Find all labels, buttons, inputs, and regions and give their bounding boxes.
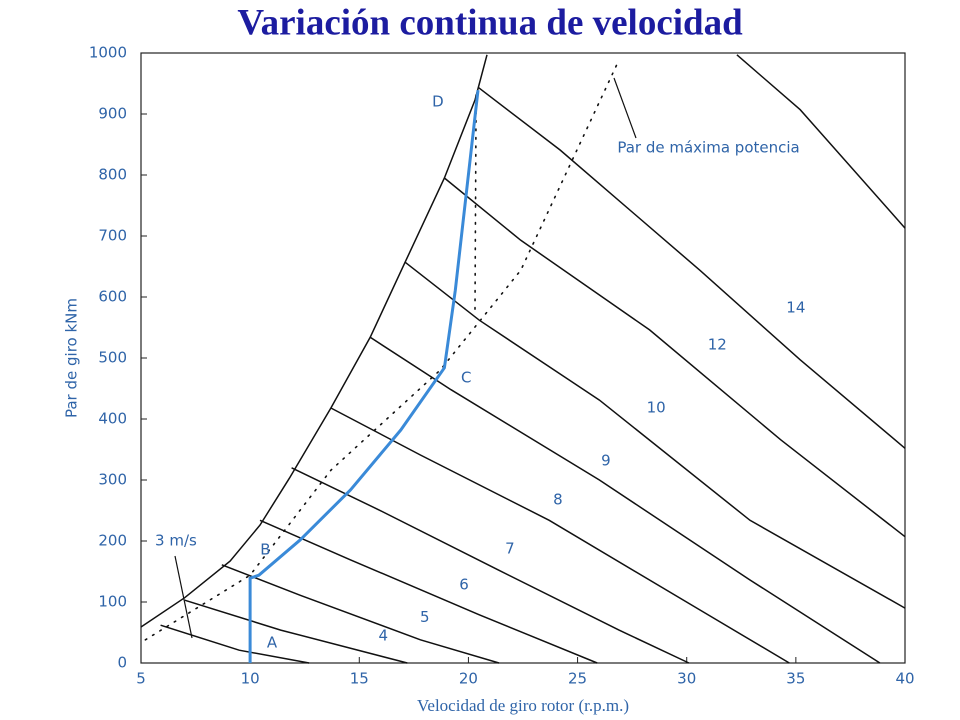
annotation: 5 (420, 608, 430, 626)
y-tick-label: 1000 (89, 44, 127, 62)
annotation: 9 (601, 452, 611, 470)
annotation: C (461, 369, 471, 387)
series-line (259, 519, 598, 664)
annotation: B (260, 541, 270, 559)
x-tick-label: 40 (895, 670, 914, 688)
leader-line (174, 555, 193, 639)
x-tick-label: 15 (350, 670, 369, 688)
x-tick-label: 35 (786, 670, 805, 688)
series-line (443, 177, 906, 538)
x-tick-label: 10 (241, 670, 260, 688)
y-tick-label: 500 (98, 349, 127, 367)
leader-line (613, 77, 637, 139)
y-tick-label: 600 (98, 288, 127, 306)
y-tick-label: 300 (98, 471, 127, 489)
y-tick-label: 100 (98, 593, 127, 611)
y-tick-label: 700 (98, 227, 127, 245)
series-line (144, 61, 619, 641)
annotation: 14 (786, 298, 805, 316)
y-tick-label: 800 (98, 166, 127, 184)
series-line (330, 407, 790, 664)
x-tick-label: 20 (459, 670, 478, 688)
series-line (291, 467, 690, 664)
annotation: 3 m/s (155, 532, 197, 550)
annotation: 10 (647, 399, 666, 417)
x-axis-label: Velocidad de giro rotor (r.p.m.) (417, 696, 629, 715)
y-tick-label: 900 (98, 105, 127, 123)
y-tick-label: 200 (98, 532, 127, 550)
series-line (140, 54, 488, 628)
y-tick-label: 0 (117, 654, 127, 672)
series-line (474, 94, 477, 311)
annotation: 8 (553, 491, 563, 509)
series-line (160, 624, 310, 664)
series-line (221, 564, 500, 664)
annotation: D (432, 92, 444, 110)
x-tick-label: 30 (677, 670, 696, 688)
chart-title: Variación continua de velocidad (237, 2, 743, 43)
series-line (369, 336, 881, 664)
annotation: 6 (459, 575, 469, 593)
annotation: A (267, 633, 278, 651)
annotation: Par de máxima potencia (617, 139, 799, 157)
annotation: 4 (379, 627, 389, 645)
annotation: 12 (708, 336, 727, 354)
y-tick-label: 400 (98, 410, 127, 428)
y-axis-label: Par de giro kNm (63, 298, 81, 418)
series-line (736, 54, 906, 229)
series-line (477, 86, 906, 449)
series-line (248, 90, 480, 663)
series-line (184, 599, 408, 664)
x-tick-label: 25 (568, 670, 587, 688)
x-tick-label: 5 (136, 670, 146, 688)
annotation: 7 (505, 539, 515, 557)
